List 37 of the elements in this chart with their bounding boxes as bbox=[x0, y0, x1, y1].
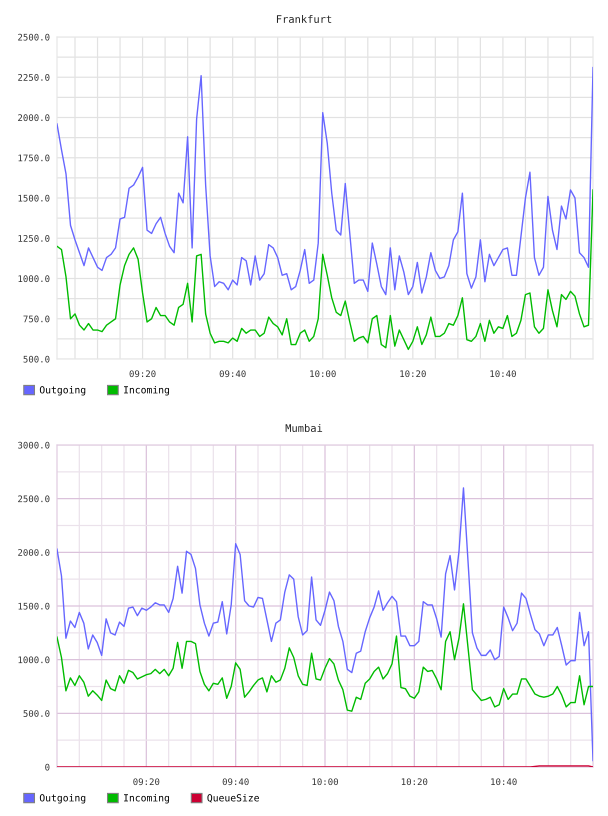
y-tick-label: 2000.0 bbox=[18, 114, 50, 122]
legend-label: QueueSize bbox=[207, 794, 259, 803]
x-tick-label: 10:20 bbox=[402, 778, 428, 786]
y-tick-label: 2500.0 bbox=[18, 495, 50, 502]
y-tick-label: 2500.0 bbox=[18, 34, 50, 41]
x-tick-label: 10:20 bbox=[400, 370, 426, 378]
x-tick-label: 09:20 bbox=[130, 370, 156, 378]
x-tick-label: 09:40 bbox=[222, 778, 249, 786]
y-tick-label: 1750.0 bbox=[18, 154, 50, 162]
y-tick-label: 3000.0 bbox=[18, 442, 50, 449]
y-tick-label: 500.0 bbox=[24, 710, 50, 717]
line-series bbox=[57, 487, 593, 762]
y-tick-label: 1000.0 bbox=[18, 275, 50, 282]
x-tick-label: 10:00 bbox=[310, 370, 336, 378]
y-tick-label: 500.0 bbox=[24, 356, 50, 363]
x-tick-label: 10:00 bbox=[312, 778, 338, 786]
y-tick-label: 1000.0 bbox=[18, 656, 50, 664]
y-tick-label: 750.0 bbox=[23, 316, 50, 322]
chart-title: Mumbai bbox=[286, 424, 322, 432]
line-series bbox=[57, 66, 593, 296]
y-tick-label: 0 bbox=[45, 764, 50, 771]
x-tick-label: 10:40 bbox=[490, 370, 516, 378]
legend-label: Outgoing bbox=[40, 386, 86, 396]
y-tick-label: 2000.0 bbox=[18, 549, 50, 556]
x-tick-label: 09:20 bbox=[133, 778, 160, 786]
chart-title: Frankfurt bbox=[276, 14, 332, 24]
legend-label: Outgoing bbox=[40, 794, 86, 804]
y-tick-label: 1500.0 bbox=[18, 194, 50, 202]
y-tick-label: 1500.0 bbox=[18, 602, 50, 610]
line-series bbox=[57, 603, 593, 712]
line-series bbox=[57, 189, 593, 350]
legend-label: Incoming bbox=[124, 794, 170, 804]
y-tick-label: 1250.0 bbox=[18, 235, 50, 242]
legend-label: Incoming bbox=[124, 386, 170, 396]
y-tick-label: 2250.0 bbox=[18, 74, 50, 81]
x-tick-label: 09:40 bbox=[220, 370, 246, 378]
x-tick-label: 10:40 bbox=[491, 778, 517, 786]
